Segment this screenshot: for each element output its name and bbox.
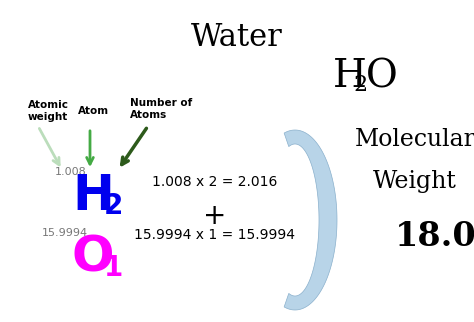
Text: 2: 2	[104, 192, 123, 220]
Text: 18.0154: 18.0154	[395, 220, 474, 253]
Text: 1.008: 1.008	[55, 167, 87, 177]
Text: Atomic
weight: Atomic weight	[28, 100, 69, 122]
Text: Weight: Weight	[373, 170, 457, 193]
Text: Molecular: Molecular	[355, 128, 474, 151]
Polygon shape	[284, 130, 337, 310]
Text: 15.9994: 15.9994	[42, 228, 88, 238]
Text: H: H	[72, 172, 114, 220]
Text: Atom: Atom	[78, 106, 109, 116]
Text: 1: 1	[104, 254, 123, 282]
Text: Water: Water	[191, 22, 283, 53]
Text: O: O	[366, 58, 398, 95]
Text: H: H	[333, 58, 367, 95]
Text: 15.9994 x 1 = 15.9994: 15.9994 x 1 = 15.9994	[135, 228, 295, 242]
Text: +: +	[203, 202, 227, 230]
Text: O: O	[72, 234, 115, 282]
Text: 2: 2	[353, 74, 367, 96]
Text: Number of
Atoms: Number of Atoms	[130, 98, 192, 119]
Text: 1.008 x 2 = 2.016: 1.008 x 2 = 2.016	[152, 175, 278, 189]
